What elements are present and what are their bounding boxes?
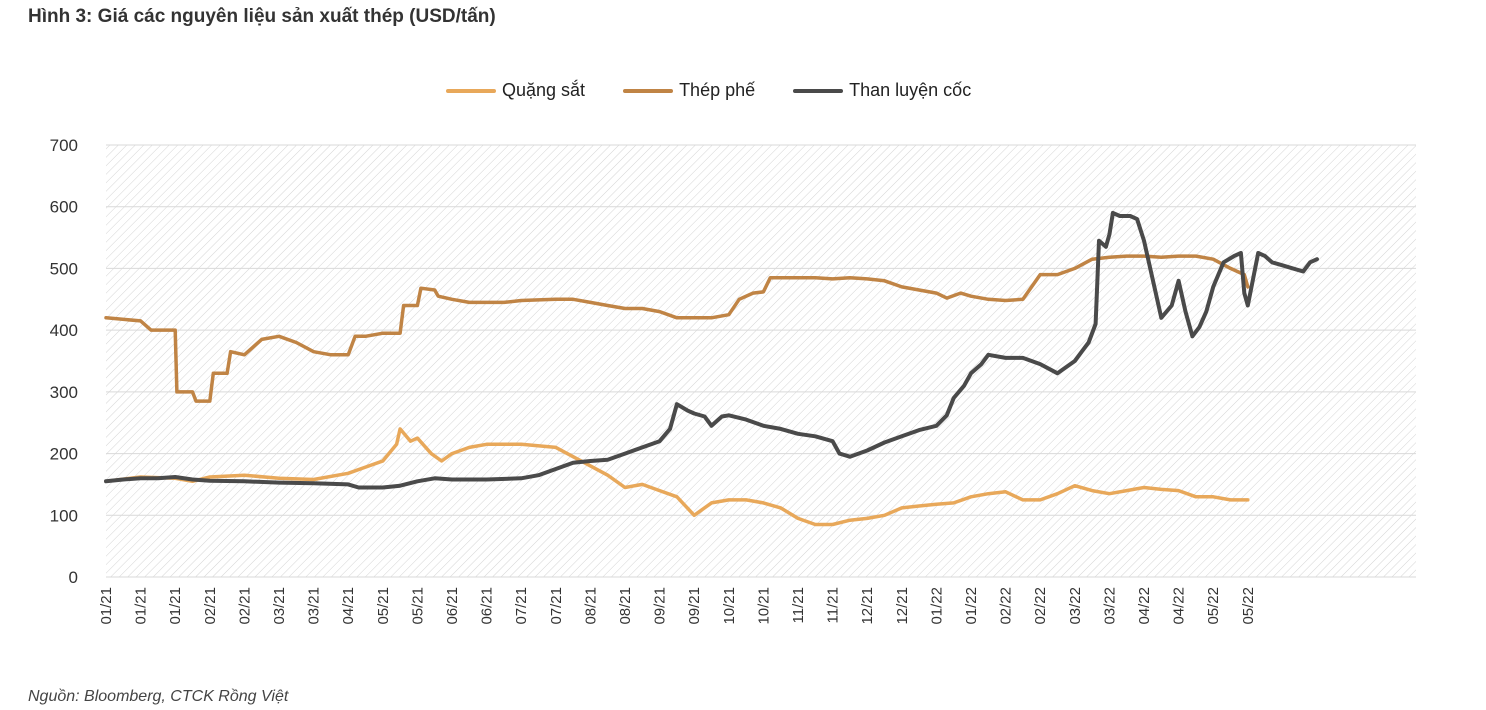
x-tick-label: 08/21 <box>617 587 634 625</box>
x-tick-label: 02/22 <box>1032 587 1049 625</box>
x-tick-label: 09/21 <box>652 587 669 625</box>
x-tick-label: 03/22 <box>1101 587 1118 625</box>
x-tick-label: 10/21 <box>755 587 772 625</box>
plot-area <box>106 145 1416 577</box>
y-tick-label: 400 <box>50 321 78 340</box>
x-tick-label: 04/21 <box>340 587 357 625</box>
legend-swatch-scrap-steel <box>623 88 674 93</box>
x-tick-label: 11/21 <box>825 587 842 623</box>
x-tick-label: 05/22 <box>1240 587 1257 625</box>
x-tick-label: 03/21 <box>271 587 288 625</box>
x-tick-label: 05/21 <box>409 587 426 625</box>
y-tick-label: 100 <box>50 506 78 525</box>
x-tick-label: 02/22 <box>998 587 1015 625</box>
chart-legend: Quặng sắt Thép phế Than luyện cốc <box>446 80 971 101</box>
x-tick-label: 01/22 <box>928 587 945 625</box>
legend-label-iron-ore: Quặng sắt <box>502 80 586 100</box>
series-line-iron-ore <box>104 427 1250 527</box>
source-note: Nguồn: Bloomberg, CTCK Rồng Việt <box>28 688 289 705</box>
x-tick-label: 05/21 <box>375 587 392 625</box>
x-tick-label: 12/21 <box>894 587 911 625</box>
y-tick-label: 600 <box>50 198 78 217</box>
x-tick-label: 05/22 <box>1205 587 1222 625</box>
x-tick-label: 04/22 <box>1171 587 1188 625</box>
y-tick-label: 500 <box>50 259 78 278</box>
x-tick-label: 12/21 <box>859 587 876 625</box>
x-tick-label: 10/21 <box>721 587 738 625</box>
x-tick-label: 04/22 <box>1136 587 1153 625</box>
y-tick-label: 300 <box>50 383 78 402</box>
x-tick-label: 01/22 <box>963 587 980 625</box>
y-tick-label: 200 <box>50 445 78 464</box>
legend-label-coking-coal: Than luyện cốc <box>849 80 972 100</box>
series-line-coking-coal <box>104 210 1319 490</box>
legend-item-coking-coal: Than luyện cốc <box>793 80 971 101</box>
x-tick-label: 03/21 <box>306 587 323 625</box>
legend-item-iron-ore: Quặng sắt <box>446 80 585 101</box>
figure-title: Hình 3: Giá các nguyên liệu sản xuất thé… <box>28 6 496 27</box>
legend-swatch-iron-ore <box>446 88 496 93</box>
x-tick-label: 01/21 <box>133 587 150 625</box>
x-tick-label: 02/21 <box>202 587 219 625</box>
x-tick-label: 07/21 <box>513 587 530 625</box>
x-tick-label: 01/21 <box>98 587 115 625</box>
x-tick-label: 08/21 <box>582 587 599 625</box>
x-tick-label: 06/21 <box>479 587 496 625</box>
y-tick-label: 700 <box>50 136 78 155</box>
legend-item-scrap-steel: Thép phế <box>623 80 755 101</box>
y-tick-label: 0 <box>69 568 78 587</box>
series-line-scrap-steel <box>104 254 1250 403</box>
x-tick-label: 01/21 <box>167 587 184 625</box>
x-tick-label: 06/21 <box>444 587 461 625</box>
legend-label-scrap-steel: Thép phế <box>679 80 756 100</box>
x-tick-label: 03/22 <box>1067 587 1084 625</box>
legend-swatch-coking-coal <box>793 88 844 93</box>
x-tick-label: 11/21 <box>790 587 807 623</box>
x-tick-label: 02/21 <box>236 587 253 625</box>
x-tick-label: 07/21 <box>548 587 565 625</box>
x-tick-label: 09/21 <box>686 587 703 625</box>
